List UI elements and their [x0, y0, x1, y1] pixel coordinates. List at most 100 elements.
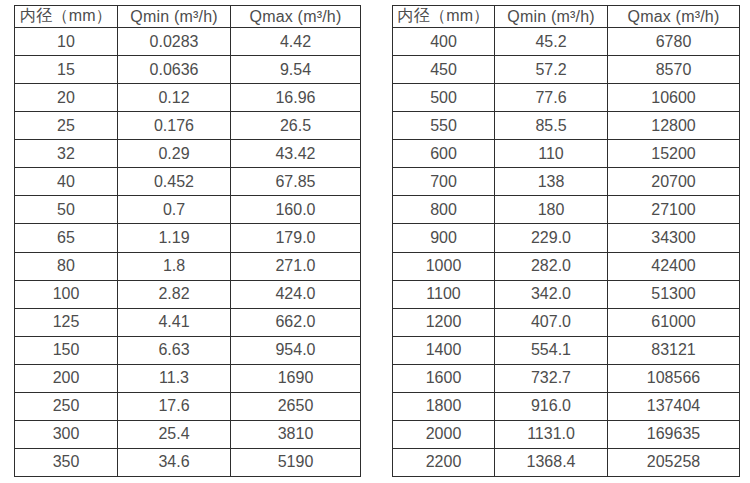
- table-cell: 1600: [393, 364, 495, 392]
- page: 内径（mm） Qmin (m³/h) Qmax (m³/h) 100.02834…: [0, 0, 750, 483]
- table-cell: 2000: [393, 420, 495, 448]
- table-cell: 0.0283: [118, 28, 231, 56]
- table-row: 651.19179.0: [15, 224, 361, 252]
- table-cell: 110: [495, 140, 608, 168]
- table-cell: 61000: [608, 308, 740, 336]
- table-row: 80018027100: [393, 196, 740, 224]
- table-cell: 424.0: [231, 280, 361, 308]
- table-row: 1400554.183121: [393, 336, 740, 364]
- column-header-qmax: Qmax (m³/h): [231, 6, 361, 28]
- table-cell: 500: [393, 84, 495, 112]
- table-cell: 108566: [608, 364, 740, 392]
- table-row: 20001131.0169635: [393, 420, 740, 448]
- table-cell: 2.82: [118, 280, 231, 308]
- table-row: 1254.41662.0: [15, 308, 361, 336]
- table-row: 1600732.7108566: [393, 364, 740, 392]
- table-cell: 4.42: [231, 28, 361, 56]
- table-cell: 700: [393, 168, 495, 196]
- table-cell: 1131.0: [495, 420, 608, 448]
- table-row: 1506.63954.0: [15, 336, 361, 364]
- table-row: 1800916.0137404: [393, 392, 740, 420]
- table-cell: 1.8: [118, 252, 231, 280]
- table-cell: 51300: [608, 280, 740, 308]
- table-cell: 600: [393, 140, 495, 168]
- table-cell: 10600: [608, 84, 740, 112]
- table-cell: 0.12: [118, 84, 231, 112]
- table-cell: 205258: [608, 448, 740, 476]
- table-cell: 0.176: [118, 112, 231, 140]
- table-cell: 400: [393, 28, 495, 56]
- table-cell: 43.42: [231, 140, 361, 168]
- table-cell: 8570: [608, 56, 740, 84]
- table-cell: 34.6: [118, 448, 231, 476]
- table-cell: 300: [15, 420, 118, 448]
- table-cell: 100: [15, 280, 118, 308]
- table-cell: 42400: [608, 252, 740, 280]
- table-row: 100.02834.42: [15, 28, 361, 56]
- table-cell: 180: [495, 196, 608, 224]
- table-row: 40045.26780: [393, 28, 740, 56]
- table-cell: 800: [393, 196, 495, 224]
- table-body-right: 40045.2678045057.2857050077.61060055085.…: [393, 28, 740, 477]
- table-body-left: 100.02834.42150.06369.54200.1216.96250.1…: [15, 28, 361, 477]
- table-row: 25017.62650: [15, 392, 361, 420]
- table-cell: 150: [15, 336, 118, 364]
- table-cell: 1400: [393, 336, 495, 364]
- table-row: 55085.512800: [393, 112, 740, 140]
- table-cell: 0.29: [118, 140, 231, 168]
- table-cell: 732.7: [495, 364, 608, 392]
- flow-spec-table-left: 内径（mm） Qmin (m³/h) Qmax (m³/h) 100.02834…: [14, 5, 361, 477]
- table-row: 1100342.051300: [393, 280, 740, 308]
- table-cell: 2200: [393, 448, 495, 476]
- table-cell: 34300: [608, 224, 740, 252]
- table-row: 500.7160.0: [15, 196, 361, 224]
- table-cell: 5190: [231, 448, 361, 476]
- table-cell: 27100: [608, 196, 740, 224]
- table-cell: 0.452: [118, 168, 231, 196]
- table-cell: 67.85: [231, 168, 361, 196]
- table-cell: 25: [15, 112, 118, 140]
- table-cell: 20700: [608, 168, 740, 196]
- table-cell: 160.0: [231, 196, 361, 224]
- table-cell: 179.0: [231, 224, 361, 252]
- table-cell: 26.5: [231, 112, 361, 140]
- table-cell: 250: [15, 392, 118, 420]
- table-row: 801.8271.0: [15, 252, 361, 280]
- table-cell: 169635: [608, 420, 740, 448]
- table-cell: 17.6: [118, 392, 231, 420]
- table-cell: 4.41: [118, 308, 231, 336]
- table-cell: 1368.4: [495, 448, 608, 476]
- table-row: 320.2943.42: [15, 140, 361, 168]
- table-cell: 80: [15, 252, 118, 280]
- table-cell: 954.0: [231, 336, 361, 364]
- column-header-qmin: Qmin (m³/h): [495, 6, 608, 28]
- table-cell: 200: [15, 364, 118, 392]
- table-row: 45057.28570: [393, 56, 740, 84]
- table-row: 250.17626.5: [15, 112, 361, 140]
- table-cell: 6780: [608, 28, 740, 56]
- column-header-qmin: Qmin (m³/h): [118, 6, 231, 28]
- table-cell: 271.0: [231, 252, 361, 280]
- table-row: 22001368.4205258: [393, 448, 740, 476]
- table-row: 20011.31690: [15, 364, 361, 392]
- table-row: 400.45267.85: [15, 168, 361, 196]
- table-cell: 9.54: [231, 56, 361, 84]
- table-cell: 15200: [608, 140, 740, 168]
- table-cell: 12800: [608, 112, 740, 140]
- table-cell: 77.6: [495, 84, 608, 112]
- column-header-diameter: 内径（mm）: [393, 6, 495, 28]
- table-cell: 3810: [231, 420, 361, 448]
- table-cell: 16.96: [231, 84, 361, 112]
- table-cell: 20: [15, 84, 118, 112]
- table-row: 1002.82424.0: [15, 280, 361, 308]
- table-cell: 0.7: [118, 196, 231, 224]
- table-cell: 1.19: [118, 224, 231, 252]
- table-header-row: 内径（mm） Qmin (m³/h) Qmax (m³/h): [15, 6, 361, 28]
- table-row: 70013820700: [393, 168, 740, 196]
- table-cell: 1000: [393, 252, 495, 280]
- table-cell: 2650: [231, 392, 361, 420]
- table-row: 35034.65190: [15, 448, 361, 476]
- table-cell: 50: [15, 196, 118, 224]
- table-cell: 0.0636: [118, 56, 231, 84]
- table-cell: 125: [15, 308, 118, 336]
